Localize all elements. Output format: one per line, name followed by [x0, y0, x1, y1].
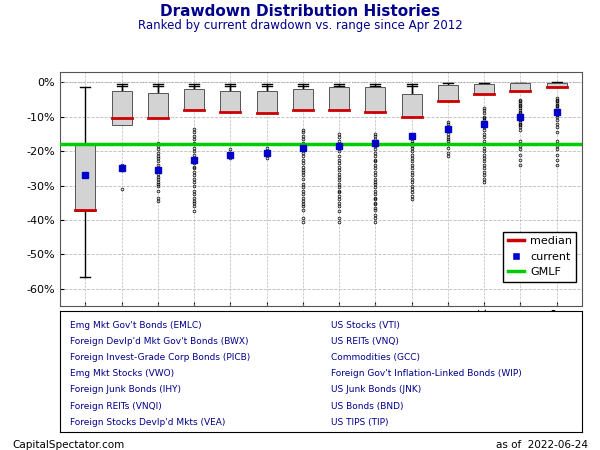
Text: Emg Mkt Gov't Bonds (EMLC): Emg Mkt Gov't Bonds (EMLC) [70, 320, 202, 329]
Bar [112, 91, 131, 126]
Bar [220, 91, 241, 112]
Bar [401, 94, 422, 117]
Bar [474, 84, 494, 94]
Text: CapitalSpectator.com: CapitalSpectator.com [12, 440, 124, 450]
Bar [293, 89, 313, 110]
Text: US Junk Bonds (JNK): US Junk Bonds (JNK) [331, 385, 422, 394]
Bar [511, 83, 530, 91]
Text: US Bonds (BND): US Bonds (BND) [331, 401, 404, 410]
Text: Drawdown Distribution Histories: Drawdown Distribution Histories [160, 4, 440, 19]
Bar [365, 87, 385, 112]
Bar [547, 83, 566, 87]
Text: Commodities (GCC): Commodities (GCC) [331, 353, 421, 362]
Bar [329, 87, 349, 110]
Bar [438, 85, 458, 101]
Text: US REITs (VNQ): US REITs (VNQ) [331, 337, 400, 346]
Bar [184, 89, 204, 110]
Text: Foreign Gov't Inflation-Linked Bonds (WIP): Foreign Gov't Inflation-Linked Bonds (WI… [331, 369, 522, 378]
Legend: median, current, GMLF: median, current, GMLF [503, 232, 577, 282]
Text: as of  2022-06-24: as of 2022-06-24 [496, 440, 588, 450]
Text: US TIPS (TIP): US TIPS (TIP) [331, 418, 389, 427]
Bar [148, 93, 168, 118]
Text: Foreign Junk Bonds (IHY): Foreign Junk Bonds (IHY) [70, 385, 181, 394]
Bar [257, 91, 277, 113]
Text: Foreign Devlp'd Mkt Gov't Bonds (BWX): Foreign Devlp'd Mkt Gov't Bonds (BWX) [70, 337, 249, 346]
Text: Foreign Stocks Devlp'd Mkts (VEA): Foreign Stocks Devlp'd Mkts (VEA) [70, 418, 226, 427]
Text: Ranked by current drawdown vs. range since Apr 2012: Ranked by current drawdown vs. range sin… [137, 19, 463, 32]
Bar [76, 143, 95, 212]
Text: US Stocks (VTI): US Stocks (VTI) [331, 320, 400, 329]
Text: Foreign REITs (VNQI): Foreign REITs (VNQI) [70, 401, 162, 410]
Text: Foreign Invest-Grade Corp Bonds (PICB): Foreign Invest-Grade Corp Bonds (PICB) [70, 353, 251, 362]
Text: Emg Mkt Stocks (VWO): Emg Mkt Stocks (VWO) [70, 369, 175, 378]
